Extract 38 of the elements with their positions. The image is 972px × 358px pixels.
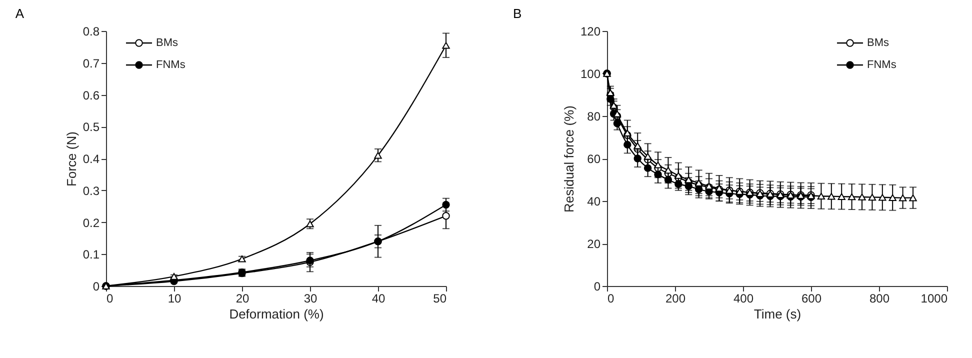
y-tick-label: 120 [580,24,601,38]
y-tick-label: 0 [92,280,100,294]
y-tick-label: 40 [587,194,601,208]
y-tick-label: 60 [587,152,601,166]
y-tick-label: 0.2 [82,216,100,230]
y-tick-label: 0 [594,280,601,294]
x-tick-label: 600 [801,292,822,306]
x-tick-label: 20 [236,292,250,306]
legend-label: FNMs [156,59,186,71]
y-tick-label: 20 [587,237,601,251]
y-tick-label: 0.7 [82,56,100,70]
x-tick-label: 1000 [920,292,948,306]
y-tick-label: 0.4 [82,152,100,166]
y-tick-label: 0.5 [82,120,100,134]
y-tick-label: 80 [587,110,601,124]
x-tick-label: 10 [168,292,182,306]
y-tick-label: 0.8 [82,24,100,38]
legend-label: BMs [156,37,178,49]
y-axis-title: Force (N) [64,132,79,186]
x-tick-label: 800 [869,292,890,306]
chart-title: A [15,6,24,21]
x-tick-label: 0 [608,292,614,306]
legend-label: FNMs [867,59,897,71]
x-tick-label: 200 [665,292,686,306]
y-tick-label: 0.1 [82,248,100,262]
x-tick-label: 0 [106,292,114,306]
x-axis-title: Deformation (%) [229,306,324,322]
x-tick-label: 50 [433,292,447,306]
chart-title: B [512,6,522,21]
y-tick-label: 100 [580,67,601,81]
x-tick-label: 40 [372,292,386,306]
x-axis-title: Time (s) [754,306,802,322]
y-axis-title: Residual force (%) [561,106,576,212]
y-tick-label: 0.6 [82,88,100,102]
x-tick-label: 400 [733,292,754,306]
y-tick-label: 0.3 [82,184,100,198]
x-tick-label: 30 [304,292,318,306]
legend-label: BMs [867,37,890,49]
